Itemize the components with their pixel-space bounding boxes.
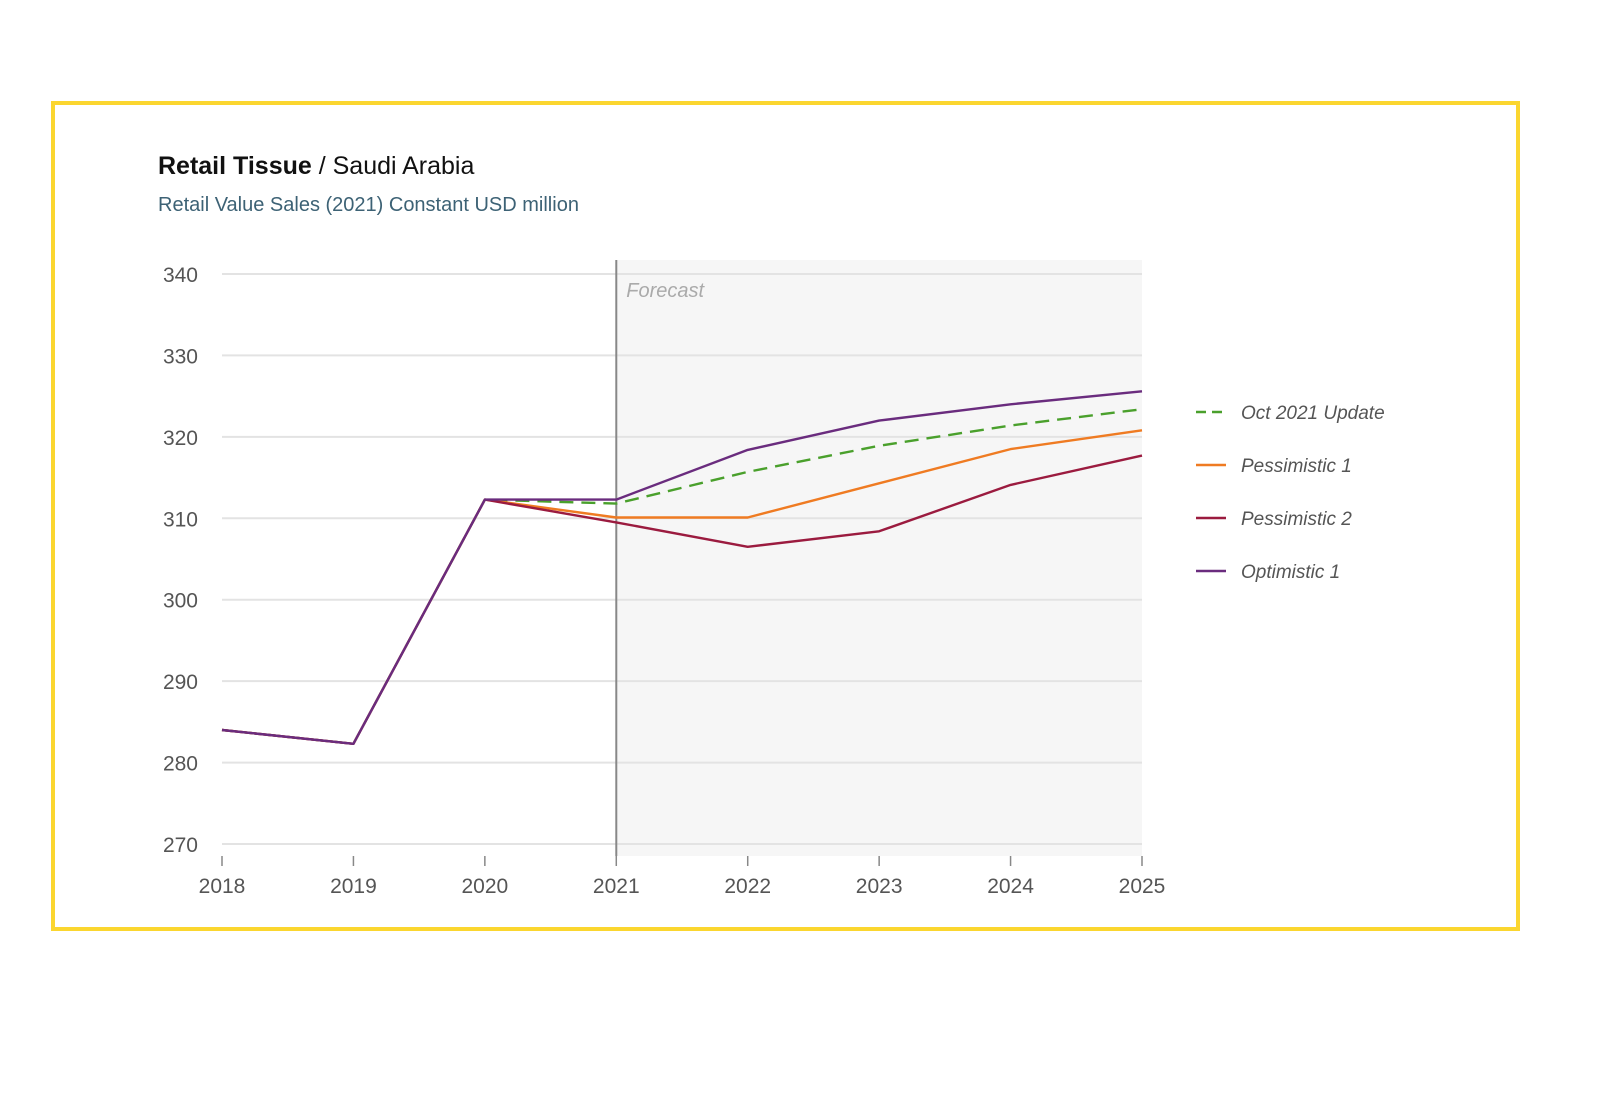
legend-label: Oct 2021 Update — [1241, 403, 1385, 424]
forecast-region — [616, 260, 1142, 856]
y-tick-label: 330 — [163, 345, 198, 368]
x-tick-label: 2025 — [1119, 875, 1166, 898]
y-tick-label: 320 — [163, 427, 198, 450]
legend-label: Optimistic 1 — [1241, 562, 1340, 583]
y-tick-label: 300 — [163, 590, 198, 613]
y-tick-label: 340 — [163, 264, 198, 287]
chart-title-rest: / Saudi Arabia — [311, 152, 475, 180]
y-tick-label: 280 — [163, 753, 198, 776]
x-tick-label: 2018 — [199, 875, 246, 898]
series-line-optimistic-1 — [221, 390, 1143, 745]
legend-label: Pessimistic 2 — [1241, 509, 1352, 530]
x-tick-label: 2019 — [330, 875, 377, 898]
chart-title-bold: Retail Tissue — [158, 152, 312, 180]
x-tick-label: 2020 — [461, 875, 508, 898]
chart-subtitle: Retail Value Sales (2021) Constant USD m… — [158, 194, 579, 216]
x-tick-label: 2023 — [856, 875, 903, 898]
y-tick-label: 310 — [163, 508, 198, 531]
forecast-label: Forecast — [626, 280, 705, 302]
chart-title: Retail Tissue / Saudi Arabia — [158, 152, 474, 181]
y-tick-label: 290 — [163, 671, 198, 694]
x-tick-label: 2024 — [987, 875, 1034, 898]
x-tick-label: 2021 — [593, 875, 640, 898]
y-tick-label: 270 — [163, 834, 198, 857]
legend-label: Pessimistic 1 — [1241, 456, 1352, 477]
chart-frame — [51, 101, 1520, 931]
x-tick-label: 2022 — [724, 875, 771, 898]
